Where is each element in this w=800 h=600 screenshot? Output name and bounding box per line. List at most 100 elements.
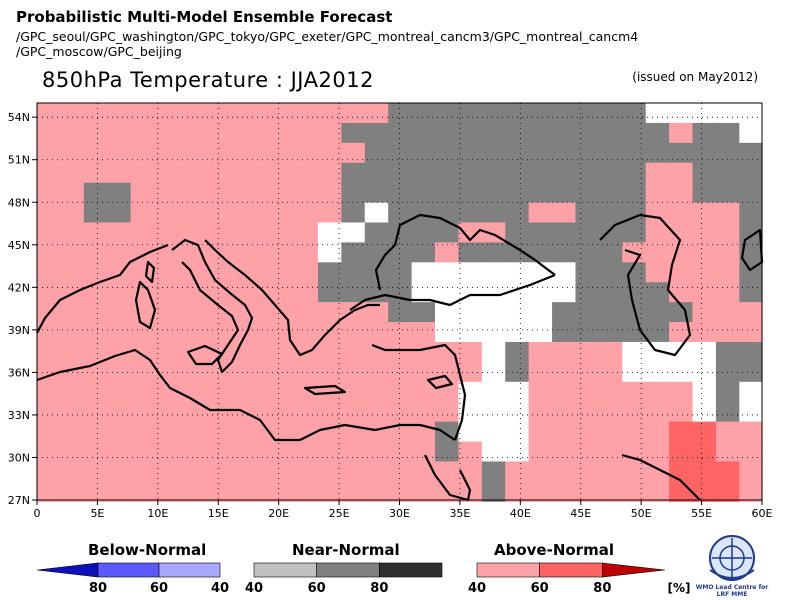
grid-cell — [154, 122, 179, 144]
grid-cell — [552, 262, 577, 283]
grid-cell — [37, 222, 62, 243]
grid-cell — [271, 142, 296, 164]
grid-cell — [341, 103, 366, 124]
grid-cell — [739, 103, 763, 124]
grid-cell — [224, 381, 249, 403]
grid-cell — [107, 302, 132, 323]
grid-cell — [598, 242, 623, 263]
grid-cell — [83, 182, 108, 204]
grid-cell — [341, 142, 366, 164]
grid-cell — [715, 421, 740, 443]
grid-cell — [552, 441, 577, 463]
grid-cell — [341, 481, 366, 502]
grid-cell — [317, 421, 342, 443]
grid-cell — [177, 421, 202, 443]
grid-cell — [552, 361, 577, 383]
grid-cell — [130, 202, 155, 224]
grid-cell — [317, 162, 342, 184]
grid-cell — [669, 461, 694, 482]
lon-label: 40E — [510, 507, 531, 520]
grid-cell — [505, 441, 530, 463]
grid-cell — [692, 461, 717, 482]
grid-cell — [37, 481, 62, 502]
grid-cell — [271, 282, 296, 303]
lat-label: 54N — [8, 111, 30, 124]
grid-cell — [739, 401, 763, 423]
grid-cell — [154, 481, 179, 502]
grid-cell — [224, 103, 249, 124]
grid-cell — [598, 122, 623, 144]
grid-cell — [37, 322, 62, 343]
grid-cell — [669, 421, 694, 443]
grid-cell — [130, 142, 155, 164]
grid-cell — [645, 401, 670, 423]
grid-cell — [505, 262, 530, 283]
grid-cell — [575, 401, 600, 423]
grid-cell — [294, 441, 319, 463]
grid-cell — [60, 461, 85, 482]
model-list-line2: /GPC_moscow/GPC_beijing — [16, 44, 182, 59]
grid-cell — [505, 162, 530, 184]
grid-cell — [692, 341, 717, 363]
coast-corsica — [144, 260, 156, 284]
grid-cell — [130, 182, 155, 204]
lat-label: 51N — [8, 154, 30, 167]
grid-cell — [271, 481, 296, 502]
grid-cell — [645, 441, 670, 463]
grid-cell — [505, 122, 530, 144]
grid-cell — [552, 322, 577, 343]
grid-cell — [528, 341, 553, 363]
grid-cell — [598, 162, 623, 184]
grid-cell — [364, 222, 389, 243]
grid-cell — [60, 162, 85, 184]
grid-cell — [434, 262, 460, 283]
grid-cell — [271, 322, 296, 343]
grid-cell — [364, 461, 389, 482]
grid-cell — [528, 401, 553, 423]
grid-cell — [200, 401, 225, 423]
grid-cell — [364, 302, 389, 323]
grid-cell — [107, 103, 132, 124]
grid-cell — [481, 242, 506, 263]
grid-cell — [669, 142, 694, 164]
lon-label: 10E — [147, 507, 168, 520]
grid-cell — [622, 222, 647, 243]
grid-cell — [294, 182, 319, 204]
grid-cell — [434, 142, 460, 164]
grid-cell — [739, 282, 763, 303]
grid-cell — [107, 481, 132, 502]
grid-cell — [481, 461, 506, 482]
grid-cell — [177, 282, 202, 303]
legend-above-normal: 40 60 80 [%] — [468, 562, 691, 596]
grid-cell — [481, 142, 506, 164]
grid-cell — [622, 142, 647, 164]
grid-cell — [317, 441, 342, 463]
grid-cell — [60, 401, 85, 423]
grid-cell — [528, 381, 553, 403]
grid-cell — [341, 262, 366, 283]
grid-cell — [37, 461, 62, 482]
grid-cell — [154, 162, 179, 184]
grid-cell — [434, 103, 460, 124]
grid-cell — [528, 242, 553, 263]
grid-cell — [83, 262, 108, 283]
grid-cell — [224, 481, 249, 502]
grid-cell — [552, 401, 577, 423]
grid-cell — [247, 122, 272, 144]
grid-cell — [177, 242, 202, 263]
grid-cell — [224, 122, 249, 144]
grid-cell — [434, 122, 460, 144]
grid-cell — [107, 461, 132, 482]
grid-cell — [411, 222, 436, 243]
grid-cell — [622, 341, 647, 363]
grid-cell — [622, 421, 647, 443]
grid-cell — [107, 322, 132, 343]
grid-cell — [107, 421, 132, 443]
grid-cell — [739, 122, 763, 144]
grid-cell — [411, 481, 436, 502]
grid-cell — [481, 122, 506, 144]
grid-cell — [692, 162, 717, 184]
coast-black-sea — [374, 213, 556, 291]
grid-cell — [575, 142, 600, 164]
grid-cell — [271, 242, 296, 263]
